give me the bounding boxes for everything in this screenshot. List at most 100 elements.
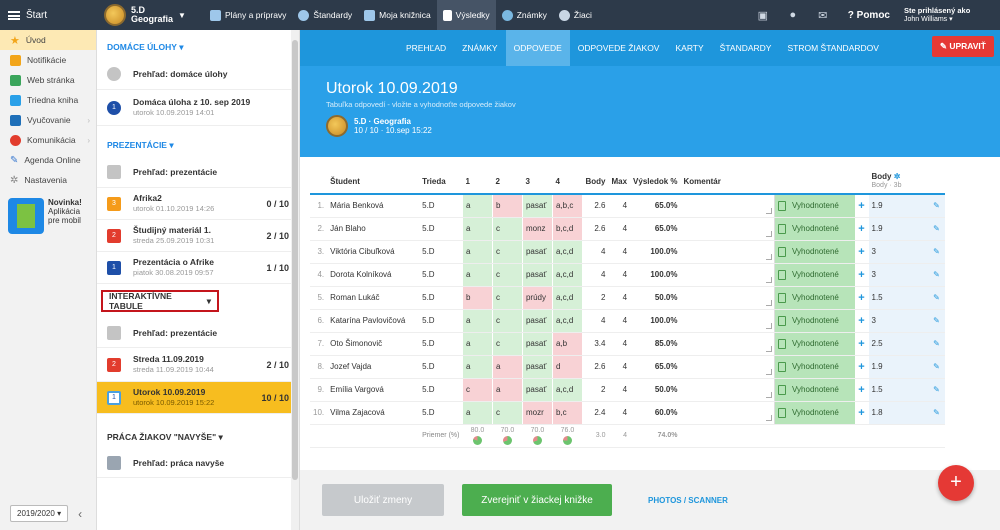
body-points[interactable]: 3 — [868, 309, 929, 333]
answer-cell[interactable]: c — [461, 378, 493, 402]
add-fab-button[interactable]: + — [938, 465, 974, 501]
nav-grades[interactable]: Známky — [496, 0, 553, 30]
body-points[interactable]: 1.5 — [868, 286, 929, 310]
nav-students[interactable]: Žiaci — [553, 0, 598, 30]
comment-input[interactable] — [680, 263, 775, 287]
answer-cell[interactable]: a — [491, 355, 523, 379]
status-badge[interactable]: Vyhodnotené — [774, 263, 855, 287]
edit-pencil-icon[interactable]: ✎ — [928, 286, 945, 310]
answer-cell[interactable]: c — [491, 240, 523, 264]
body-points[interactable]: 1.8 — [868, 401, 929, 425]
answer-cell[interactable]: pasať — [521, 332, 553, 356]
answer-cell[interactable]: a,c,d — [551, 240, 583, 264]
mobile-app-promo[interactable]: Novinka! Aplikácia pre mobil — [8, 198, 88, 234]
answer-cell[interactable]: b,c — [551, 401, 583, 425]
list-item[interactable]: Prehľad: prezentácie — [97, 318, 299, 348]
student-name[interactable]: Roman Lukáč — [327, 286, 420, 310]
col-student[interactable]: Študent — [327, 170, 420, 195]
nav-results[interactable]: Výsledky — [436, 0, 496, 30]
body-points[interactable]: 1.9 — [868, 355, 929, 379]
answer-cell[interactable]: a,c,d — [551, 378, 583, 402]
screen-icon[interactable]: ▣ — [757, 9, 768, 22]
edit-pencil-icon[interactable]: ✎ — [928, 217, 945, 241]
add-points-button[interactable]: + — [854, 378, 869, 402]
edit-pencil-icon[interactable]: ✎ — [928, 194, 945, 218]
answer-cell[interactable]: mozr — [521, 401, 553, 425]
edit-pencil-icon[interactable]: ✎ — [928, 378, 945, 402]
answer-cell[interactable]: a — [461, 309, 493, 333]
col-result[interactable]: Výsledok % — [630, 170, 681, 195]
answer-cell[interactable]: a,b,c — [551, 194, 583, 218]
answer-cell[interactable]: c — [491, 332, 523, 356]
user-menu[interactable]: Ste prihlásený ako John Williams ▾ — [904, 5, 971, 23]
tab-student-answers[interactable]: ODPOVEDE ŽIAKOV — [577, 43, 660, 53]
student-name[interactable]: Katarína Pavlovičová — [327, 309, 420, 333]
edit-pencil-icon[interactable]: ✎ — [928, 355, 945, 379]
comment-input[interactable] — [680, 332, 775, 356]
col-q2[interactable]: 2 — [492, 170, 523, 195]
panel-scrollbar[interactable] — [291, 30, 299, 530]
add-points-button[interactable]: + — [854, 194, 869, 218]
edit-pencil-icon[interactable]: ✎ — [928, 263, 945, 287]
answer-cell[interactable]: c — [491, 309, 523, 333]
status-badge[interactable]: Vyhodnotené — [774, 309, 855, 333]
answer-cell[interactable]: a — [461, 401, 493, 425]
answer-cell[interactable]: pasať — [521, 194, 553, 218]
answer-cell[interactable]: prúdy — [521, 286, 553, 310]
answer-cell[interactable]: d — [551, 355, 583, 379]
save-changes-button[interactable]: Uložiť zmeny — [322, 484, 444, 516]
tab-cards[interactable]: KARTY — [675, 43, 704, 53]
sidebar-item-nastavenia[interactable]: ✲ Nastavenia — [0, 170, 96, 190]
status-badge[interactable]: Vyhodnotené — [774, 286, 855, 310]
comment-input[interactable] — [680, 401, 775, 425]
sidebar-item-vyucovanie[interactable]: Vyučovanie › — [0, 110, 96, 130]
status-badge[interactable]: Vyhodnotené — [774, 401, 855, 425]
answer-cell[interactable]: monz — [521, 217, 553, 241]
col-comment[interactable]: Komentár — [680, 170, 775, 195]
start-menu-button[interactable]: Štart — [0, 0, 98, 30]
body-points[interactable]: 1.9 — [868, 217, 929, 241]
section-presentations[interactable]: PREZENTÁCIE ▾ — [107, 139, 174, 151]
col-q4[interactable]: 4 — [552, 170, 583, 195]
answer-cell[interactable]: c — [491, 263, 523, 287]
student-name[interactable]: Viktória Cibuľková — [327, 240, 420, 264]
answer-cell[interactable]: a,b — [551, 332, 583, 356]
answer-cell[interactable]: pasať — [521, 355, 553, 379]
list-item[interactable]: 2 Študijný materiál 1. streda 25.09.2019 1… — [97, 220, 299, 252]
sidebar-item-triedna-kniha[interactable]: Triedna kniha — [0, 90, 96, 110]
comment-input[interactable] — [680, 355, 775, 379]
add-points-button[interactable]: + — [854, 309, 869, 333]
add-points-button[interactable]: + — [854, 286, 869, 310]
body-points[interactable]: 2.5 — [868, 332, 929, 356]
edit-pencil-icon[interactable]: ✎ — [928, 240, 945, 264]
status-badge[interactable]: Vyhodnotené — [774, 355, 855, 379]
student-name[interactable]: Dorota Kolníková — [327, 263, 420, 287]
comment-input[interactable] — [680, 309, 775, 333]
student-name[interactable]: Mária Benková — [327, 194, 420, 218]
collapse-sidebar-icon[interactable]: ‹ — [78, 506, 83, 521]
answer-cell[interactable]: b,c,d — [551, 217, 583, 241]
tab-overview[interactable]: PREHĽAD — [406, 43, 447, 53]
status-badge[interactable]: Vyhodnotené — [774, 240, 855, 264]
answer-cell[interactable]: a — [461, 355, 493, 379]
tab-grades[interactable]: ZNÁMKY — [462, 43, 498, 53]
answer-cell[interactable]: c — [491, 401, 523, 425]
class-switcher[interactable]: 5.D Geografia ▼ — [104, 4, 204, 26]
answer-cell[interactable]: c — [491, 217, 523, 241]
edit-pencil-icon[interactable]: ✎ — [928, 332, 945, 356]
comment-input[interactable] — [680, 240, 775, 264]
photos-scanner-link[interactable]: PHOTOS / SCANNER — [648, 495, 728, 505]
chat-icon[interactable]: ● — [789, 9, 797, 21]
nav-library[interactable]: Moja knižnica — [358, 0, 437, 30]
school-year-select[interactable]: 2019/2020 ▾ — [10, 505, 69, 522]
section-extra-work[interactable]: PRÁCA ŽIAKOV "NAVYŠE" ▾ — [107, 431, 223, 443]
answer-cell[interactable]: a,c,d — [551, 286, 583, 310]
body-points[interactable]: 1.5 — [868, 378, 929, 402]
status-badge[interactable]: Vyhodnotené — [774, 194, 855, 218]
answer-cell[interactable]: a — [491, 378, 523, 402]
col-q3[interactable]: 3 — [522, 170, 553, 195]
body-points[interactable]: 1.9 — [868, 194, 929, 218]
answer-cell[interactable]: c — [491, 286, 523, 310]
body-points[interactable]: 3 — [868, 240, 929, 264]
answer-cell[interactable]: b — [461, 286, 493, 310]
